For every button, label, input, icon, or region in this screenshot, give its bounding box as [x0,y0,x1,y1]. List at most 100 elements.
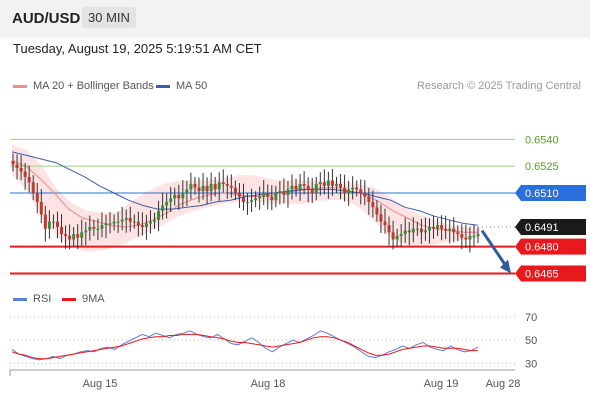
candle-body [363,193,367,197]
candle-body [310,189,314,193]
candle-body [278,191,282,193]
candle-body [43,214,47,229]
legend-rsi: RSI [13,293,51,305]
candle-body [72,234,76,240]
candle-body [104,223,108,226]
x-tick-label-3: Aug 28 [486,378,521,390]
rsi-tick-30: 30 [525,358,537,370]
level-tag-3 [515,218,586,235]
candle-body [436,225,440,229]
candle-body [351,187,355,190]
candle-body [217,182,221,190]
candle-body [47,221,51,229]
level-label-2: 0.6510 [525,188,559,200]
candle-body [193,184,197,188]
legend-ma20: MA 20 + Bollinger Bands [13,80,154,92]
ma20-label: MA 20 + Bollinger Bands [33,80,154,92]
credit-text: Research © 2025 Trading Central [416,80,581,92]
candle-body [84,230,88,233]
candle-body [379,214,383,222]
candle-body [456,232,460,235]
candle-body [266,193,270,197]
candle-body [55,221,59,227]
candle-body [112,221,116,224]
candle-body [60,226,64,235]
candle-body [221,182,225,185]
candle-body [262,193,266,197]
rsi-ma-line [11,333,478,360]
candle-body [411,228,415,233]
bollinger-band [12,144,480,252]
candle-body [395,235,399,240]
candle-body [229,185,233,188]
candle-body [274,193,278,201]
x-tick-label-1: Aug 18 [251,378,286,390]
timestamp: Tuesday, August 19, 2025 5:19:51 AM CET [13,41,262,56]
level-label-3: 0.6491 [525,222,559,234]
candle-body [403,230,407,235]
candle-body [157,210,161,220]
candle-body [302,184,306,186]
candle-body [383,221,387,226]
candle-body [173,194,177,199]
candle-body [314,184,318,193]
candle-body [169,198,173,202]
candle-body [116,221,120,223]
candle-body [468,235,472,240]
ma50-label: MA 50 [176,80,208,92]
candle-body [270,196,274,201]
candle-body [282,191,286,195]
candle-body [306,185,310,190]
candle-body [165,201,169,206]
level-tag-4 [515,238,586,255]
candle-body [64,234,68,236]
candle-body [246,201,250,203]
level-label-0: 0.6540 [525,134,559,146]
candle-body [387,225,391,233]
x-tick-label-2: Aug 19 [424,378,459,390]
candle-body [347,189,351,193]
candle-body [326,180,330,186]
candle-body [140,225,144,227]
candle-body [181,193,185,199]
candle-body [399,234,403,236]
candle-body [375,207,379,215]
timeframe-button[interactable]: 30 MIN [82,7,136,28]
candle-body [294,185,298,190]
candle-body [51,221,55,223]
candle-body [76,234,80,238]
candle-body [254,198,258,201]
candle-body [330,180,334,186]
candle-body [452,228,456,233]
candle-body [258,196,262,199]
ma50-swatch [156,84,170,88]
candle-body [367,196,371,202]
candle-body [96,228,100,230]
forecast-arrow-shaft [480,229,509,269]
candle-body [415,228,419,230]
candle-body [322,182,326,186]
candle-body [15,164,19,168]
candle-body [68,235,72,240]
candle-body [209,184,213,192]
candle-body [391,232,395,240]
level-label-5: 0.6465 [525,268,559,280]
candle-body [423,230,427,233]
candle-body [100,225,104,229]
rsi-swatch [13,297,27,301]
ma20-swatch [13,84,27,88]
candle-body [359,189,363,193]
legend-rsi-ma: 9MA [62,293,105,305]
candle-body [124,218,128,220]
candle-body [205,185,209,192]
pair-title: AUD/USD [12,10,81,27]
rsi-ma-swatch [62,297,76,301]
candle-body [161,205,165,211]
candle-body [92,226,96,229]
candle-body [419,228,423,233]
candle-body [35,193,39,202]
candle-body [80,232,84,238]
level-label-4: 0.6480 [525,242,559,254]
candle-body [318,182,322,185]
